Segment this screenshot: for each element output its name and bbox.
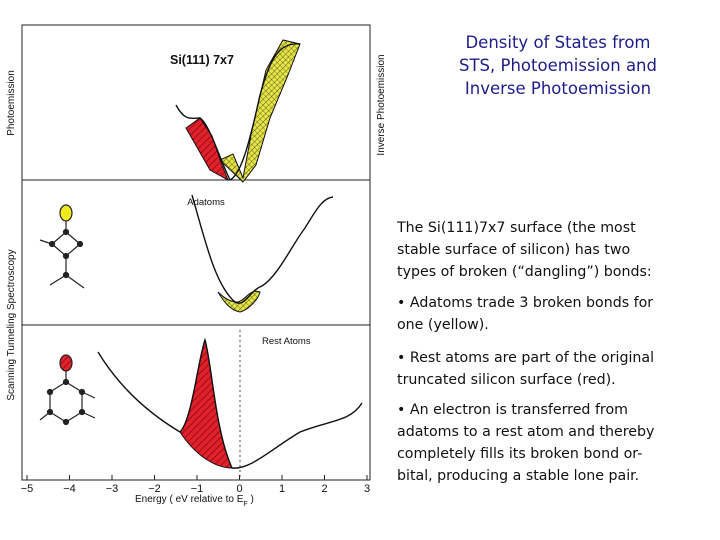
y-label: Photoemission [6,70,17,136]
bullet-text: completely fills its broken bond or- [397,446,642,462]
bullet-text: one (yellow). [397,317,489,333]
y-label: Scanning Tunneling Spectroscopy [6,249,17,400]
curve [97,337,363,469]
yellow-region [217,290,261,313]
bullet-text: • Rest atoms are part of the original [397,350,654,366]
x-tick-label: −2 [148,483,161,495]
curve [175,104,231,181]
x-tick-label: 3 [364,483,370,495]
adatom-icon [39,204,85,289]
x-tick-label: −5 [21,483,34,495]
body-text: The Si(111)7x7 surface (the most [396,220,636,236]
x-tick-label: −3 [106,483,119,495]
bullet-text: • Adatoms trade 3 broken bonds for [397,295,653,311]
x-tick-label: −1 [191,483,204,495]
bullet-text: adatoms to a rest atom and thereby [397,424,654,440]
slide-title: Density of States from [465,33,650,52]
rest-atom-icon [39,354,96,426]
figure-frame [21,24,371,481]
x-tick-label: 0 [236,483,242,495]
adatoms-label: Adatoms [187,197,225,208]
bullet-text: bital, producing a stable lone pair. [397,468,639,484]
rest-atoms-label: Rest Atoms [262,336,311,347]
curve [229,43,301,181]
red-region [179,338,233,469]
body-text: types of broken (“dangling”) bonds: [397,264,652,280]
yellow-region [219,39,301,183]
slide-title: Inverse Photoemission [465,79,651,98]
slide-title: STS, Photoemission and [459,56,657,75]
x-axis-close: ) [248,494,254,505]
x-tick-label: −4 [63,483,76,495]
bullet-text: • An electron is transferred from [397,402,628,418]
bullet-text: truncated silicon surface (red). [397,372,616,388]
figure: Si(111) 7x7 Adatoms Rest Atoms Photoemis… [6,24,387,508]
body-text: stable surface of silicon) has two [397,242,630,258]
x-axis-label-text: Energy ( eV relative to E [135,494,244,505]
x-axis-label: Energy ( eV relative to EF ) [135,494,254,508]
panel-title: Si(111) 7x7 [170,53,234,67]
x-axis-subscript: F [243,501,247,508]
x-tick-label: 2 [321,483,327,495]
curve [191,194,334,304]
y-label: Inverse Photoemission [376,54,387,155]
x-tick-label: 1 [279,483,285,495]
